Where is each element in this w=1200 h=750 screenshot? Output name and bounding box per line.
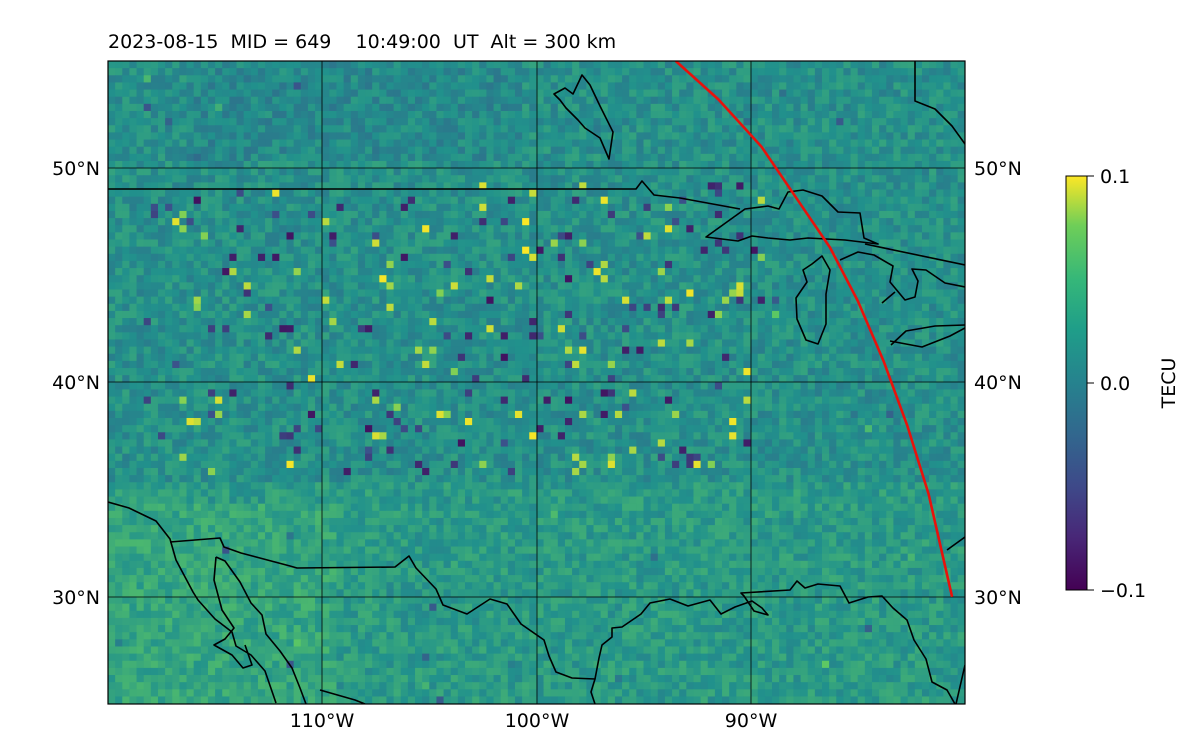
map-plot-area — [107, 60, 966, 705]
florida-atlantic-coast — [946, 536, 965, 704]
colorbar-tick-label-zero: 0.0 — [1100, 373, 1130, 395]
satellite-track — [674, 61, 954, 598]
lon-label-110w: 110°W — [290, 710, 355, 732]
lat-label-50-right: 50°N — [974, 158, 1022, 180]
lat-labels-right: 50°N 40°N 30°N — [974, 158, 1022, 609]
gridlines — [108, 61, 965, 704]
colorbar-tick-label-min: −0.1 — [1100, 580, 1146, 602]
us-mexico-border — [169, 537, 596, 704]
pacific-coast — [108, 501, 277, 704]
gulf-coast — [594, 580, 956, 704]
tec-pixel-layer — [108, 61, 965, 704]
coastlines — [108, 61, 965, 704]
lon-labels: 110°W 100°W 90°W — [290, 710, 778, 732]
lat-labels-left: 50°N 40°N 30°N — [52, 158, 100, 609]
colorbar-gradient — [1065, 175, 1088, 591]
lat-label-40-left: 40°N — [52, 372, 100, 394]
lake-superior — [705, 189, 879, 245]
gulf-of-california — [213, 556, 253, 669]
lake-erie-ontario — [889, 324, 965, 348]
lat-label-30-left: 30°N — [52, 587, 100, 609]
lake-huron — [839, 251, 965, 304]
map-frame — [107, 60, 966, 705]
us-canada-border — [108, 180, 741, 210]
hudson-bay-coast — [553, 74, 614, 160]
colorbar-label: TECU — [1158, 358, 1180, 410]
lon-label-100w: 100°W — [505, 710, 570, 732]
great-lakes-st-lawrence — [864, 243, 965, 266]
map-title: 2023-08-15 MID = 649 10:49:00 UT Alt = 3… — [108, 31, 616, 53]
baja-california — [215, 556, 307, 704]
lat-label-50-left: 50°N — [52, 158, 100, 180]
lon-label-90w: 90°W — [725, 710, 778, 732]
colorbar: 0.1 0.0 −0.1 TECU — [1065, 166, 1180, 602]
northeast-coast — [914, 61, 965, 145]
lat-label-30-right: 30°N — [974, 587, 1022, 609]
colorbar-tick-label-max: 0.1 — [1100, 166, 1130, 188]
lat-label-40-right: 40°N — [974, 372, 1022, 394]
lake-michigan — [795, 255, 831, 345]
mexico-pacific-south — [319, 689, 366, 704]
